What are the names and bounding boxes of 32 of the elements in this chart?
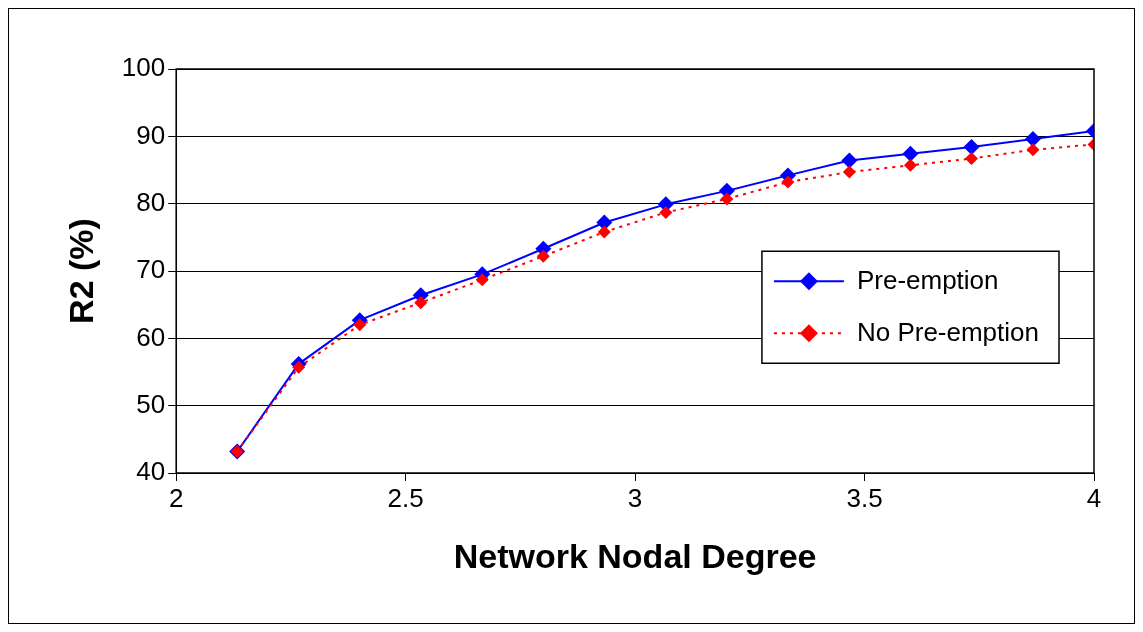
- point: [475, 273, 489, 287]
- point: [536, 249, 550, 263]
- y-tick-label: 70: [136, 254, 166, 285]
- y-tick-label: 60: [136, 321, 166, 352]
- y-tick-label: 50: [136, 388, 166, 419]
- point: [781, 175, 795, 189]
- x-tick-label: 3: [627, 482, 643, 513]
- y-tick-label: 80: [136, 186, 166, 217]
- point: [903, 158, 917, 172]
- legend-label: Pre-emption: [856, 264, 999, 295]
- legend-label: No Pre-emption: [856, 316, 1039, 347]
- point: [902, 145, 919, 162]
- x-tick-label: 3.5: [846, 482, 883, 513]
- point: [414, 296, 428, 310]
- x-tick-label: 2.5: [387, 482, 424, 513]
- point: [720, 192, 734, 206]
- x-tick-label: 2: [168, 482, 184, 513]
- point: [659, 205, 673, 219]
- point: [964, 152, 978, 166]
- point: [842, 165, 856, 179]
- y-tick-label: 90: [136, 119, 166, 150]
- y-axis-title: R2 (%): [61, 218, 100, 324]
- point: [292, 360, 306, 374]
- x-axis-title: Network Nodal Degree: [453, 536, 817, 575]
- point: [841, 152, 858, 169]
- point: [353, 318, 367, 332]
- x-tick-label: 4: [1086, 482, 1102, 513]
- y-tick-label: 100: [121, 52, 166, 83]
- y-tick-label: 40: [136, 456, 166, 487]
- point: [597, 225, 611, 239]
- point: [1026, 143, 1040, 157]
- point: [963, 139, 980, 156]
